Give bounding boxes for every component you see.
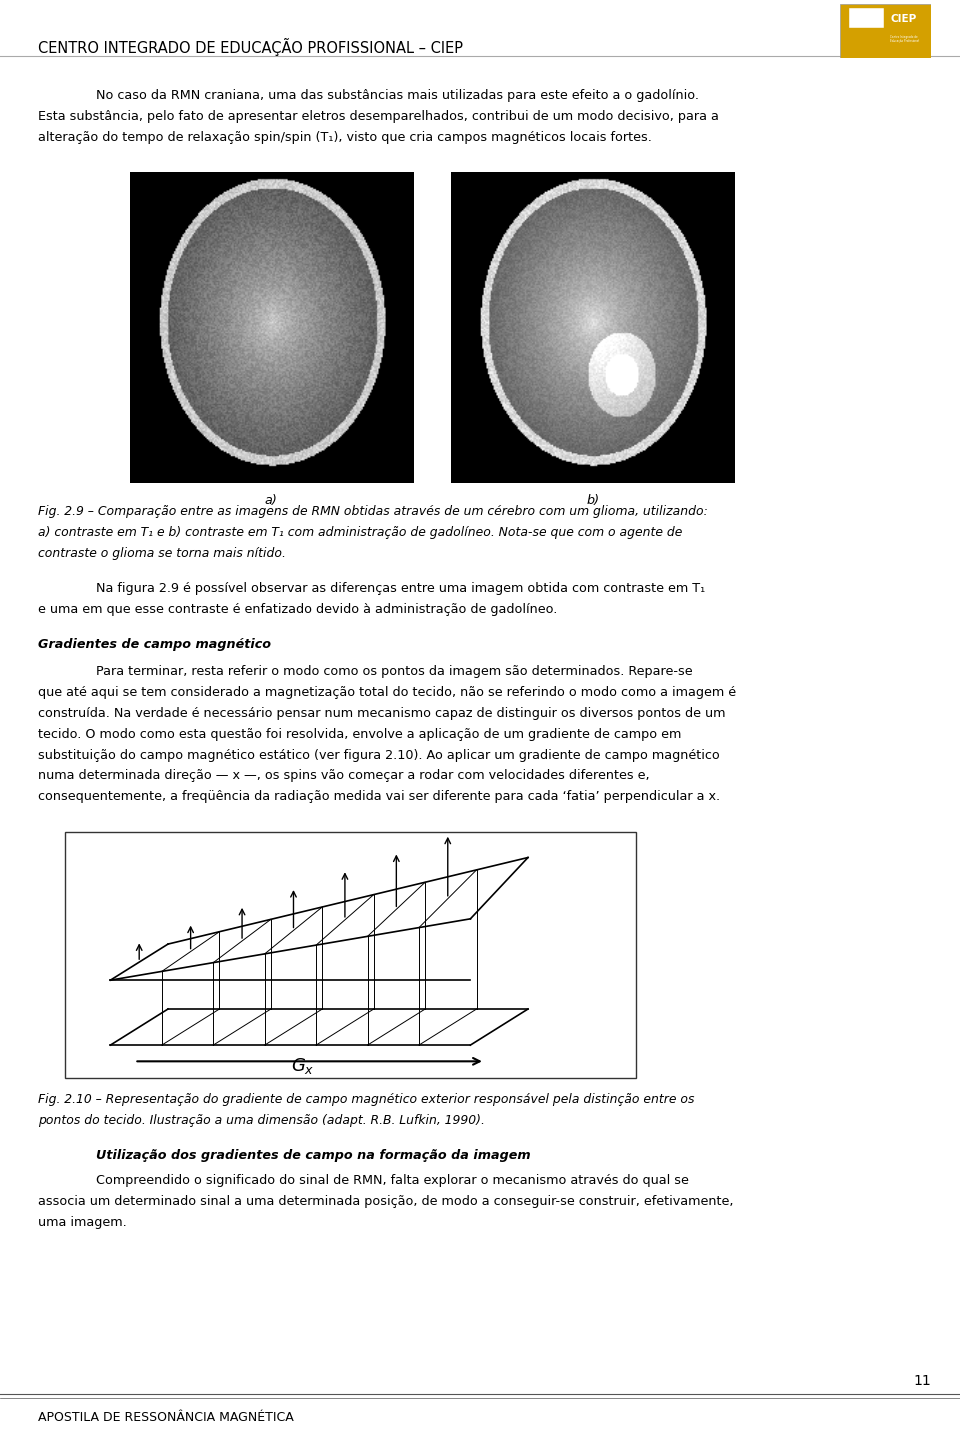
Text: consequentemente, a freqüência da radiação medida vai ser diferente para cada ‘f: consequentemente, a freqüência da radiaç… — [38, 791, 721, 804]
Text: e uma em que esse contraste é enfatizado devido à administração de gadolíneo.: e uma em que esse contraste é enfatizado… — [38, 603, 558, 616]
Text: No caso da RMN craniana, uma das substâncias mais utilizadas para este efeito a : No caso da RMN craniana, uma das substân… — [96, 89, 699, 102]
Text: Fig. 2.9 – Comparação entre as imagens de RMN obtidas através de um cérebro com : Fig. 2.9 – Comparação entre as imagens d… — [38, 505, 708, 518]
Text: contraste o glioma se torna mais nítido.: contraste o glioma se torna mais nítido. — [38, 547, 286, 560]
Text: uma imagem.: uma imagem. — [38, 1216, 127, 1229]
Text: associa um determinado sinal a uma determinada posição, de modo a conseguir-se c: associa um determinado sinal a uma deter… — [38, 1195, 733, 1208]
Text: Compreendido o significado do sinal de RMN, falta explorar o mecanismo através d: Compreendido o significado do sinal de R… — [96, 1175, 689, 1188]
Text: APOSTILA DE RESSONÂNCIA MAGNÉTICA: APOSTILA DE RESSONÂNCIA MAGNÉTICA — [38, 1411, 294, 1424]
Text: substituição do campo magnético estático (ver figura 2.10). Ao aplicar um gradie: substituição do campo magnético estático… — [38, 749, 720, 762]
Text: Na figura 2.9 é possível observar as diferenças entre uma imagem obtida com cont: Na figura 2.9 é possível observar as dif… — [96, 582, 706, 595]
FancyBboxPatch shape — [840, 4, 931, 58]
Text: Gradientes de campo magnético: Gradientes de campo magnético — [38, 638, 272, 651]
Text: tecido. O modo como esta questão foi resolvida, envolve a aplicação de um gradie: tecido. O modo como esta questão foi res… — [38, 727, 682, 740]
Text: construída. Na verdade é necessário pensar num mecanismo capaz de distinguir os : construída. Na verdade é necessário pens… — [38, 707, 726, 720]
Text: CIEP: CIEP — [890, 14, 917, 25]
Text: $G_x$: $G_x$ — [291, 1056, 314, 1075]
Text: Utilização dos gradientes de campo na formação da imagem: Utilização dos gradientes de campo na fo… — [96, 1149, 531, 1162]
Text: b): b) — [587, 494, 599, 508]
Text: Para terminar, resta referir o modo como os pontos da imagem são determinados. R: Para terminar, resta referir o modo como… — [96, 665, 692, 678]
FancyBboxPatch shape — [65, 833, 636, 1078]
Text: numa determinada direção — x —, os spins vão começar a rodar com velocidades dif: numa determinada direção — x —, os spins… — [38, 769, 650, 782]
Text: a) contraste em T₁ e b) contraste em T₁ com administração de gadolíneo. Nota-se : a) contraste em T₁ e b) contraste em T₁ … — [38, 525, 683, 538]
Text: Centro Integrado de
Educação Profissional: Centro Integrado de Educação Profissiona… — [890, 35, 920, 43]
Text: alteração do tempo de relaxação spin/spin (T₁), visto que cria campos magnéticos: alteração do tempo de relaxação spin/spi… — [38, 131, 652, 144]
Text: Esta substância, pelo fato de apresentar eletros desemparelhados, contribui de u: Esta substância, pelo fato de apresentar… — [38, 111, 719, 124]
Text: a): a) — [265, 494, 277, 508]
FancyBboxPatch shape — [849, 9, 884, 29]
Text: CENTRO INTEGRADO DE EDUCAÇÃO PROFISSIONAL – CIEP: CENTRO INTEGRADO DE EDUCAÇÃO PROFISSIONA… — [38, 38, 464, 55]
Text: 11: 11 — [914, 1374, 931, 1388]
Text: Fig. 2.10 – Representação do gradiente de campo magnético exterior responsável p: Fig. 2.10 – Representação do gradiente d… — [38, 1092, 695, 1105]
Text: que até aqui se tem considerado a magnetização total do tecido, não se referindo: que até aqui se tem considerado a magnet… — [38, 685, 736, 698]
Text: pontos do tecido. Ilustração a uma dimensão (adapt. R.B. Lufkin, 1990).: pontos do tecido. Ilustração a uma dimen… — [38, 1114, 485, 1127]
